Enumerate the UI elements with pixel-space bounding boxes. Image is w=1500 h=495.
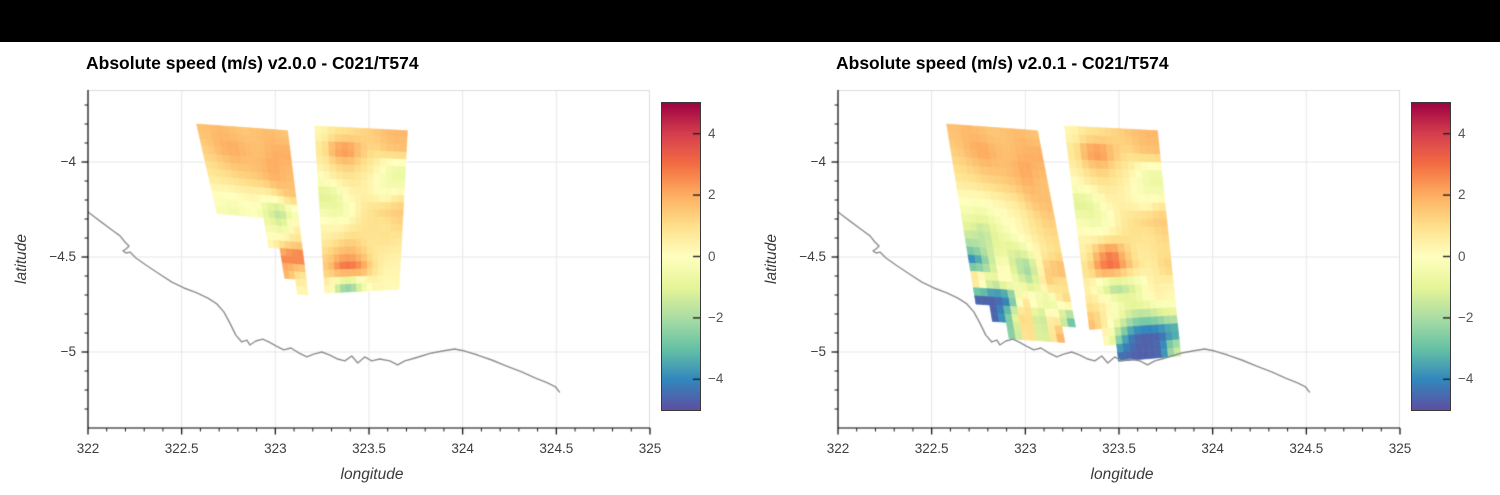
x-tick-label: 323 xyxy=(1014,441,1037,456)
colorbar xyxy=(1411,102,1451,411)
colorbar-tick-label: 2 xyxy=(708,187,716,203)
x-tick-label: 325 xyxy=(638,441,662,456)
x-axis-label: longitude xyxy=(1090,466,1154,483)
colorbar xyxy=(661,102,701,411)
panel-title: Absolute speed (m/s) v2.0.1 - C021/T574 xyxy=(836,53,1169,73)
colorbar-tick-label: 0 xyxy=(1458,248,1466,264)
map-canvas xyxy=(818,78,1418,450)
y-tick-label: −4.5 xyxy=(799,249,826,264)
x-tick-label: 324 xyxy=(1201,441,1224,456)
panel-v2-0-1: Absolute speed (m/s) v2.0.1 - C021/T574 … xyxy=(750,0,1500,495)
colorbar-tick-label: 2 xyxy=(1458,187,1466,203)
colorbar-tick-label: −2 xyxy=(708,309,724,325)
x-tick-label: 322.5 xyxy=(164,441,199,456)
x-tick-label: 322 xyxy=(826,441,850,456)
colorbar-tick-label: 4 xyxy=(708,125,716,141)
colorbar-tick-label: −4 xyxy=(1458,371,1474,387)
colorbar-tick-label: 4 xyxy=(1458,125,1466,141)
x-tick-label: 324 xyxy=(451,441,474,456)
x-axis-label: longitude xyxy=(340,466,404,483)
colorbar-tick-label: −4 xyxy=(708,371,724,387)
x-tick-label: 322 xyxy=(76,441,100,456)
y-tick-label: −4 xyxy=(60,154,76,169)
y-tick-label: −5 xyxy=(810,344,826,359)
x-tick-label: 322.5 xyxy=(914,441,949,456)
panel-v2-0-0: Absolute speed (m/s) v2.0.0 - C021/T574 … xyxy=(13,53,724,483)
x-tick-label: 324.5 xyxy=(539,441,574,456)
x-tick-label: 325 xyxy=(1388,441,1412,456)
colorbar-tick-label: 0 xyxy=(708,248,716,264)
x-tick-label: 323 xyxy=(264,441,287,456)
panel-title: Absolute speed (m/s) v2.0.0 - C021/T574 xyxy=(86,53,419,73)
y-tick-label: −4 xyxy=(810,154,826,169)
y-tick-label: −5 xyxy=(60,344,76,359)
map-canvas xyxy=(68,78,668,450)
y-tick-label: −4.5 xyxy=(49,249,76,264)
x-tick-label: 323.5 xyxy=(1102,441,1136,456)
x-tick-label: 324.5 xyxy=(1289,441,1324,456)
colorbar-tick-label: −2 xyxy=(1458,309,1474,325)
top-black-bar xyxy=(0,0,1500,42)
x-tick-label: 323.5 xyxy=(352,441,386,456)
